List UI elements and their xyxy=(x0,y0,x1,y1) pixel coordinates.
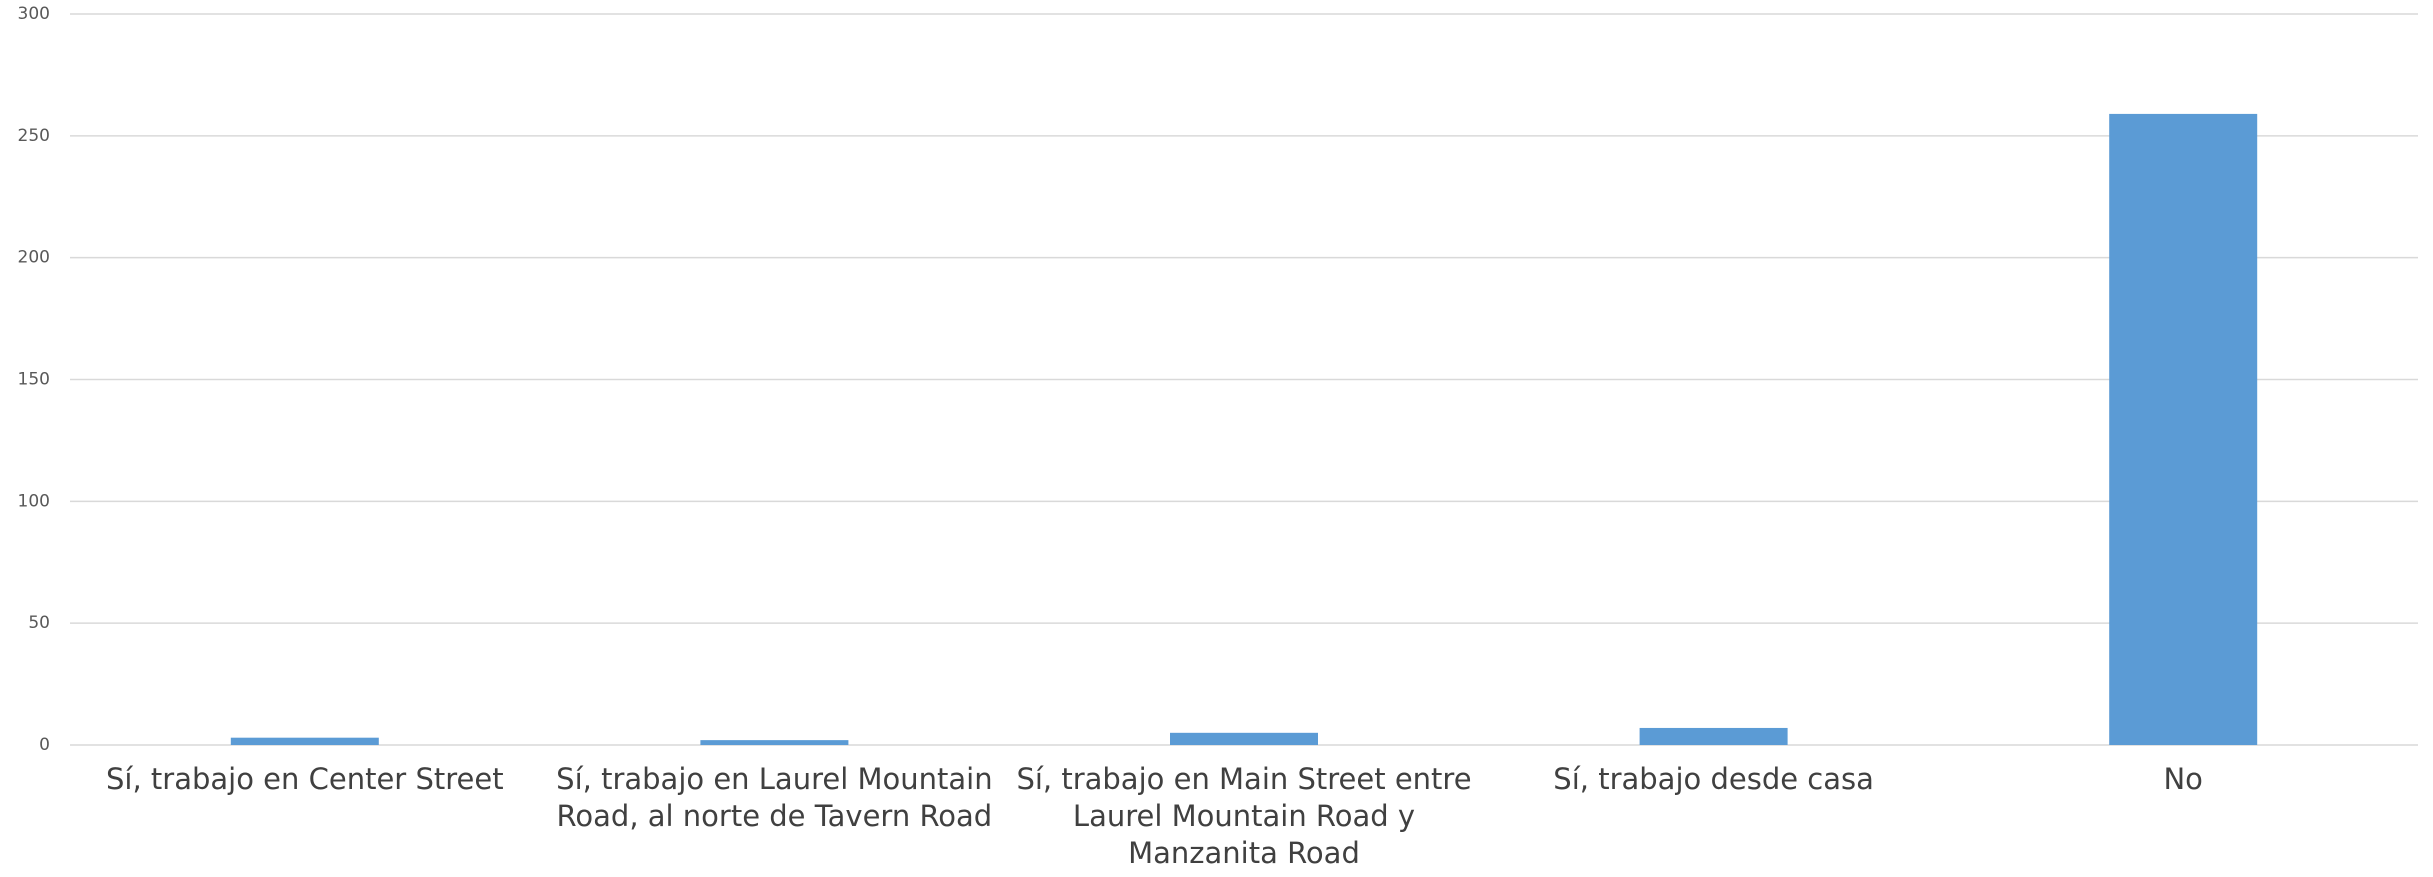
y-tick-label: 100 xyxy=(18,491,50,511)
y-tick-label: 150 xyxy=(18,370,50,390)
y-tick-label: 50 xyxy=(28,613,50,633)
bar xyxy=(700,740,849,745)
y-tick-label: 250 xyxy=(18,126,50,146)
x-tick-label: Sí, trabajo desde casa xyxy=(1553,762,1874,796)
x-tick-label: Sí, trabajo en Center Street xyxy=(106,762,504,796)
x-tick-label: Sí, trabajo en Main Street entre Laurel … xyxy=(1016,762,1472,870)
x-tick-label: No xyxy=(2163,762,2203,796)
bar xyxy=(230,737,379,745)
y-tick-label: 200 xyxy=(18,248,50,268)
bar xyxy=(1639,727,1788,745)
bar xyxy=(2109,113,2258,746)
bar xyxy=(1170,732,1318,745)
y-tick-label: 300 xyxy=(18,4,50,24)
x-tick-label: Sí, trabajo en Laurel Mountain Road, al … xyxy=(556,762,993,833)
y-tick-label: 0 xyxy=(39,735,50,755)
